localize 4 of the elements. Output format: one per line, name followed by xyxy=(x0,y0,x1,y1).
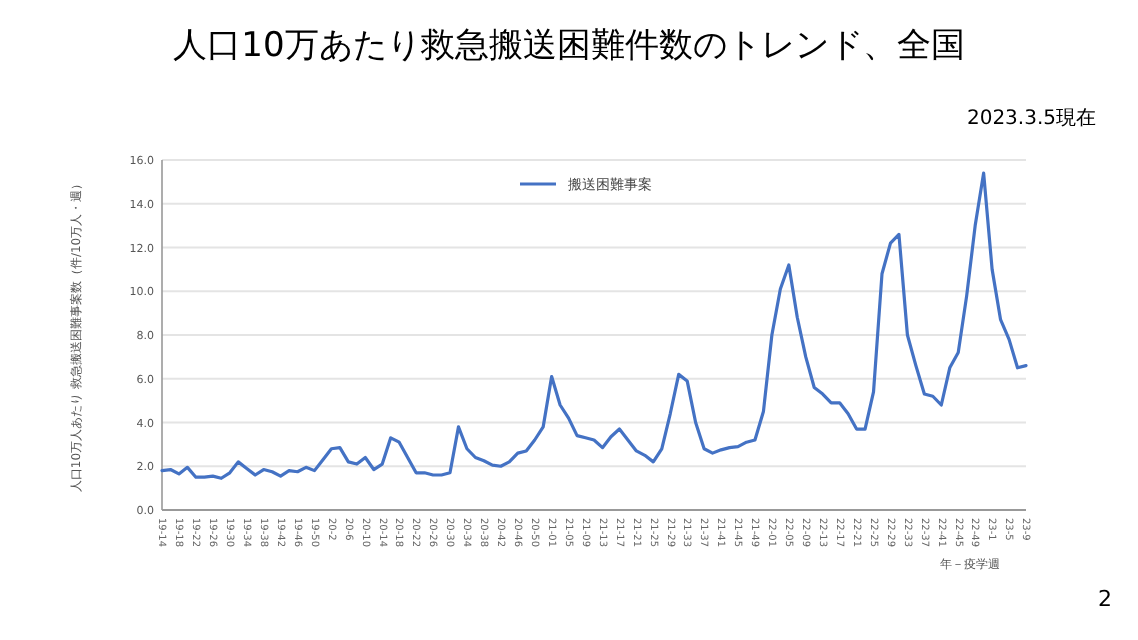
text: 2 xyxy=(1098,586,1112,612)
chart-title: 人口10万あたり救急搬送困難件数のトレンド、全国 xyxy=(173,26,965,66)
chart-subtitle: 2023.3.5現在 xyxy=(966,106,1096,130)
line-series xyxy=(160,171,1028,480)
